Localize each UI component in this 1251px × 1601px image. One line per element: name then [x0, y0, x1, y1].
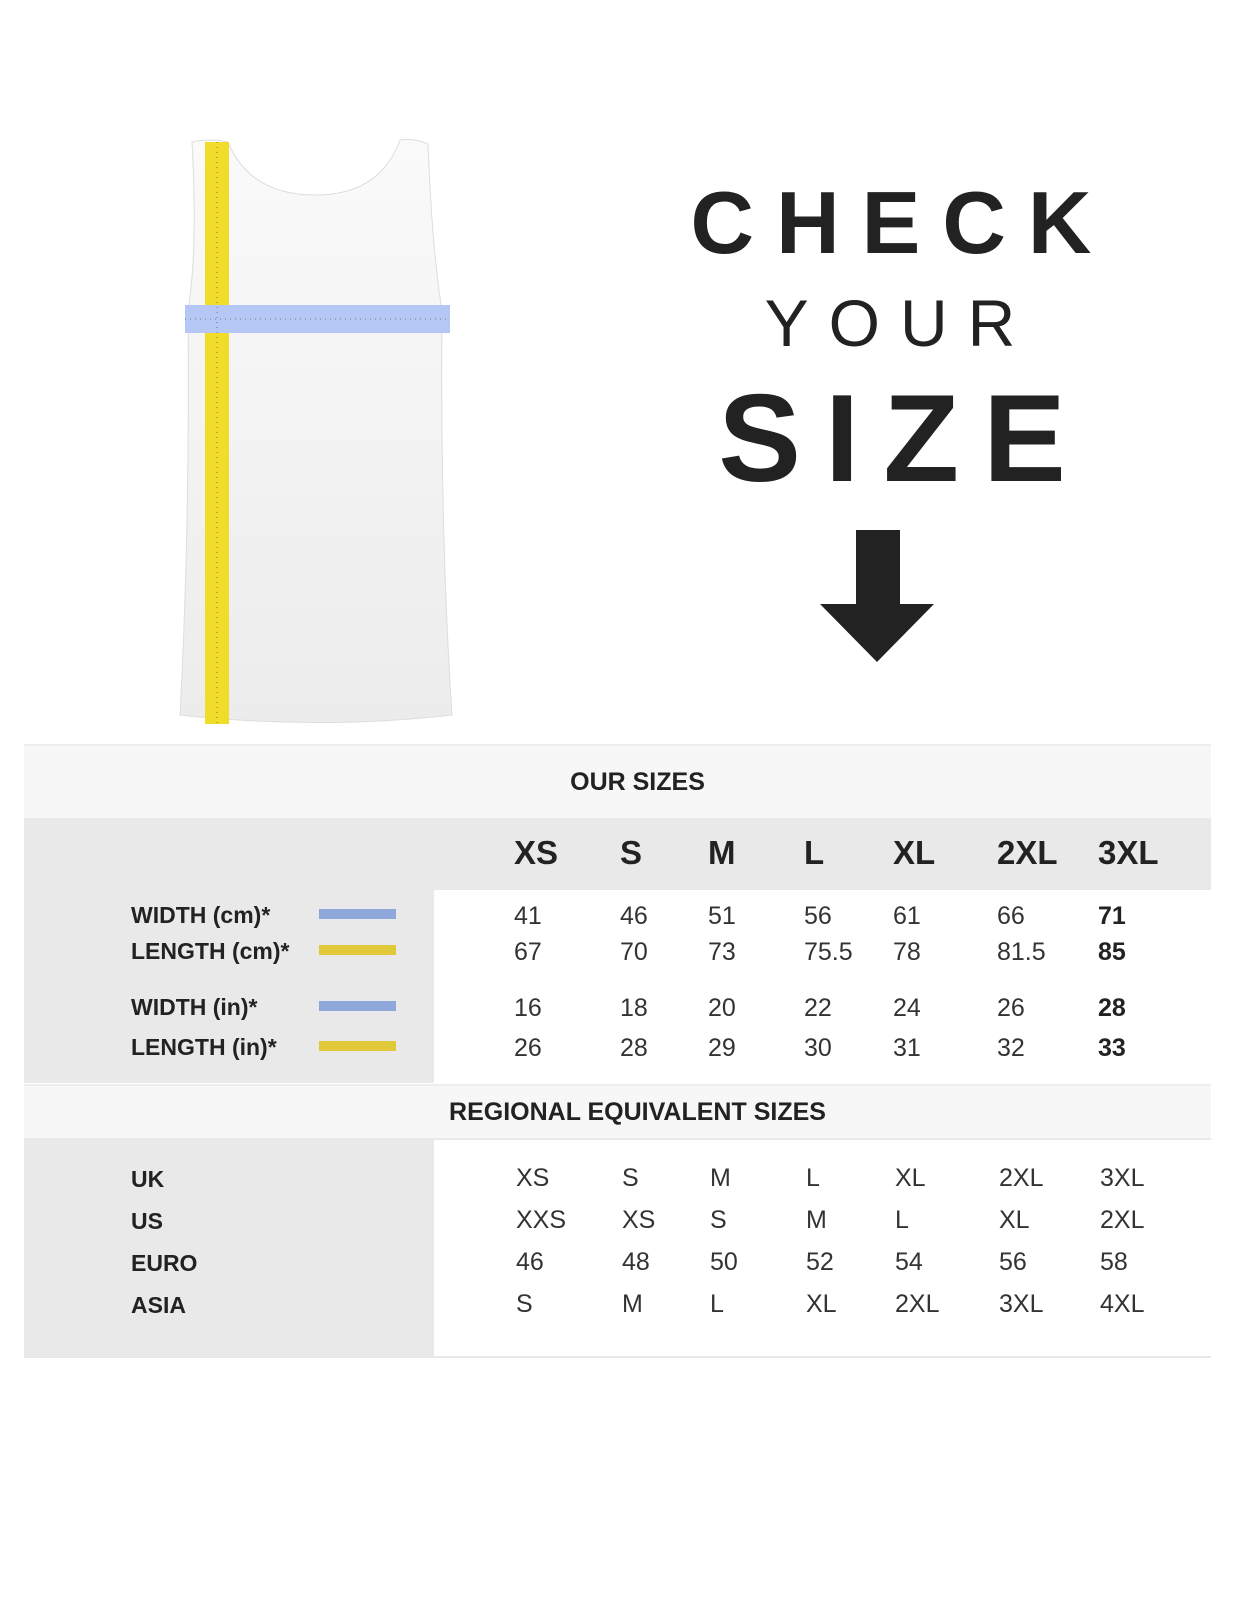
- regional-size-value: L: [806, 1164, 820, 1192]
- regional-size-value: XL: [806, 1290, 837, 1318]
- size-column-header: L: [804, 834, 825, 871]
- regional-size-value: L: [710, 1290, 724, 1318]
- regional-size-value: 2XL: [895, 1290, 940, 1318]
- size-value: 22: [804, 994, 832, 1022]
- size-value: 28: [620, 1034, 648, 1062]
- regional-size-value: 48: [622, 1248, 650, 1276]
- size-value: 61: [893, 902, 921, 930]
- regional-size-value: 54: [895, 1248, 923, 1276]
- regional-size-value: 3XL: [1100, 1164, 1145, 1192]
- width-swatch: [319, 909, 396, 919]
- size-value: 26: [514, 1034, 542, 1062]
- size-value: 26: [997, 994, 1025, 1022]
- size-value: 67: [514, 938, 542, 966]
- arrow-down-icon: [820, 530, 934, 662]
- size-value: 33: [1098, 1034, 1126, 1062]
- size-value: 56: [804, 902, 832, 930]
- regional-size-value: XS: [622, 1206, 656, 1234]
- size-value: 24: [893, 994, 921, 1022]
- regional-size-value: 2XL: [1100, 1206, 1145, 1234]
- our-sizes-header: OUR SIZES: [24, 744, 1211, 820]
- size-value: 20: [708, 994, 736, 1022]
- regional-size-value: XS: [516, 1164, 550, 1192]
- regional-size-value: M: [622, 1290, 643, 1318]
- size-value: 71: [1098, 902, 1126, 930]
- size-value: 46: [620, 902, 648, 930]
- size-value: 18: [620, 994, 648, 1022]
- regional-header: REGIONAL EQUIVALENT SIZES: [24, 1084, 1211, 1140]
- regional-size-value: S: [516, 1290, 533, 1318]
- size-value: 70: [620, 938, 648, 966]
- regional-size-value: 52: [806, 1248, 834, 1276]
- regional-size-value: 46: [516, 1248, 544, 1276]
- size-value: 31: [893, 1034, 921, 1062]
- regional-size-value: S: [622, 1164, 639, 1192]
- size-value: 30: [804, 1034, 832, 1062]
- size-column-header: 3XL: [1098, 834, 1159, 871]
- headline-check: CHECK: [690, 173, 1114, 272]
- regional-values-area: [434, 1140, 1211, 1356]
- measurement-label: WIDTH (in)*: [131, 994, 258, 1020]
- region-label: EURO: [131, 1250, 198, 1276]
- headline-size: SIZE: [718, 370, 1090, 508]
- measurement-label: LENGTH (cm)*: [131, 938, 290, 964]
- size-value: 73: [708, 938, 736, 966]
- regional-size-value: L: [895, 1206, 909, 1234]
- size-value: 41: [514, 902, 542, 930]
- size-value: 29: [708, 1034, 736, 1062]
- size-value: 28: [1098, 994, 1126, 1022]
- measurement-label: WIDTH (cm)*: [131, 902, 271, 928]
- regional-size-value: 4XL: [1100, 1290, 1145, 1318]
- tank-top-illustration: [179, 139, 453, 724]
- size-value: 85: [1098, 938, 1126, 966]
- size-value: 16: [514, 994, 542, 1022]
- length-swatch: [319, 945, 396, 955]
- size-column-header: XS: [514, 834, 559, 871]
- size-value: 81.5: [997, 938, 1046, 966]
- regional-size-value: XL: [895, 1164, 926, 1192]
- headline-your: YOUR: [764, 286, 1036, 360]
- our-sizes-title: OUR SIZES: [570, 768, 705, 796]
- size-value: 78: [893, 938, 921, 966]
- size-column-header: XL: [893, 834, 936, 871]
- our-sizes-values-area: [434, 890, 1211, 1083]
- regional-size-value: 3XL: [999, 1290, 1044, 1318]
- regional-size-value: M: [710, 1164, 731, 1192]
- measurement-label: LENGTH (in)*: [131, 1034, 277, 1060]
- size-value: 75.5: [804, 938, 853, 966]
- regional-size-value: 58: [1100, 1248, 1128, 1276]
- regional-size-value: 2XL: [999, 1164, 1044, 1192]
- size-column-header: S: [620, 834, 643, 871]
- region-label: US: [131, 1208, 163, 1234]
- regional-title: REGIONAL EQUIVALENT SIZES: [449, 1098, 826, 1126]
- regional-size-value: S: [710, 1206, 727, 1234]
- region-label: UK: [131, 1166, 165, 1192]
- size-column-header: 2XL: [997, 834, 1058, 871]
- size-column-header: M: [708, 834, 736, 871]
- regional-size-value: XL: [999, 1206, 1030, 1234]
- size-value: 51: [708, 902, 736, 930]
- regional-size-value: 50: [710, 1248, 738, 1276]
- length-swatch: [319, 1041, 396, 1051]
- regional-size-value: XXS: [516, 1206, 567, 1234]
- region-label: ASIA: [131, 1292, 186, 1318]
- size-value: 32: [997, 1034, 1025, 1062]
- size-value: 66: [997, 902, 1025, 930]
- width-swatch: [319, 1001, 396, 1011]
- regional-size-value: M: [806, 1206, 827, 1234]
- regional-size-value: 56: [999, 1248, 1027, 1276]
